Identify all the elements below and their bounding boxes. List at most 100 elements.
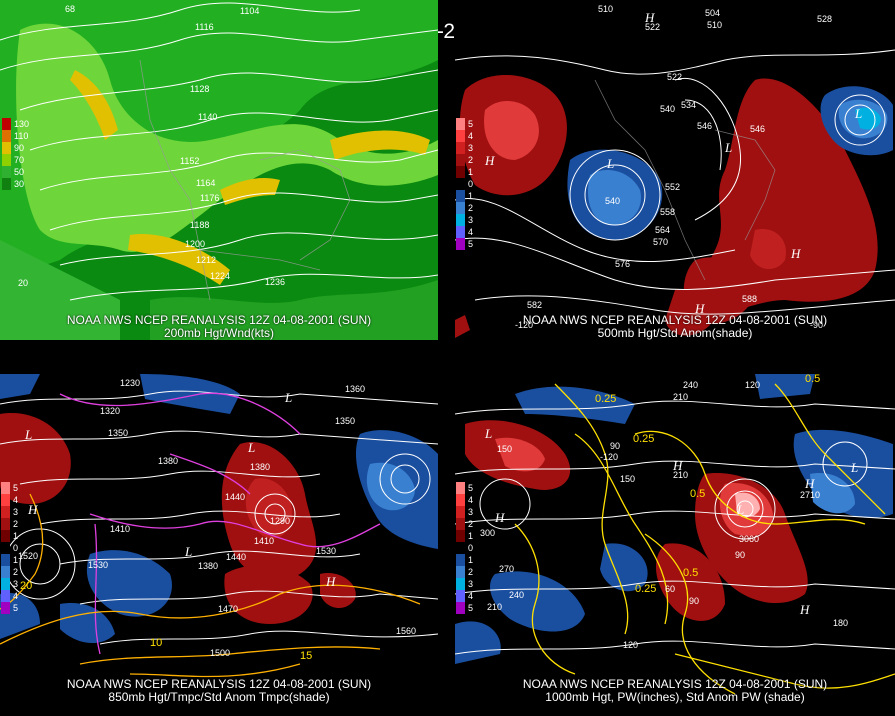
contour-label: 510	[707, 20, 722, 30]
legend-label: 4	[13, 495, 19, 505]
legend-swatch	[2, 154, 11, 166]
legend-label: 1	[468, 555, 474, 565]
temp-label: 10	[150, 637, 162, 649]
panel-caption: NOAA NWS NCEP REANALYSIS 12Z 04-08-2001 …	[0, 678, 438, 704]
high-marker: H	[694, 301, 705, 316]
legend-swatch	[456, 202, 465, 214]
legend-swatch	[456, 554, 465, 566]
legend-swatch	[456, 578, 465, 590]
legend-swatch	[456, 566, 465, 578]
legend-label: 5	[468, 239, 474, 249]
contour-label: 1440	[225, 492, 245, 502]
low-marker: L	[850, 460, 858, 475]
contour-label: 504	[705, 8, 720, 18]
low-marker: L	[24, 427, 32, 442]
contour-label: 534	[681, 100, 696, 110]
legend-entry: 50	[2, 166, 32, 178]
legend-entry: 1	[456, 530, 486, 542]
legend-label: 1	[13, 531, 19, 541]
contour-label: 210	[673, 392, 688, 402]
legend-swatch	[456, 542, 465, 554]
high-marker: H	[484, 153, 495, 168]
legend-label: 4	[13, 591, 19, 601]
low-marker: L	[484, 426, 492, 441]
legend-entry: 4	[456, 130, 486, 142]
contour-label: 588	[742, 294, 757, 304]
contour-label: 1212	[196, 255, 216, 265]
contour-label: 522	[667, 72, 682, 82]
contour-label: 1152	[180, 156, 199, 166]
legend-entry: 0	[456, 542, 486, 554]
legend-entry: 1	[456, 554, 486, 566]
legend-label: 3	[468, 579, 474, 589]
legend-label: 5	[13, 483, 19, 493]
contour-label: 1520	[18, 551, 38, 561]
legend-entry: 2	[456, 154, 486, 166]
legend-entry: 3	[456, 578, 486, 590]
contour-label: 1530	[88, 560, 108, 570]
contour-label: 1500	[210, 648, 230, 658]
legend-entry: 1	[1, 530, 31, 542]
legend-label: 2	[13, 567, 19, 577]
legend-entry: 0	[1, 542, 31, 554]
legend-swatch	[2, 166, 11, 178]
legend-label: 1	[468, 167, 474, 177]
low-marker: L	[247, 440, 255, 455]
legend-swatch	[1, 602, 10, 614]
map-500mb: 510 504 510 522 528 522 534 540 546 546 …	[455, 0, 895, 340]
contour-label: 1128	[190, 84, 209, 94]
legend-swatch	[456, 482, 465, 494]
high-marker: H	[672, 458, 683, 473]
legend-swatch	[456, 530, 465, 542]
contour-label: 1380	[198, 561, 218, 571]
legend-entry: 5	[456, 602, 486, 614]
lat-label: 20	[18, 278, 28, 288]
low-marker: L	[184, 544, 192, 559]
caption-line2: 1000mb Hgt, PW(inches), Std Anom PW (sha…	[545, 690, 805, 704]
low-marker: L	[606, 156, 614, 171]
contour-label: 1230	[120, 378, 140, 388]
contour-label: 120	[745, 380, 760, 390]
anomaly-legend: 5 4 3 2 1 0 1 2 3 4 5	[456, 118, 486, 250]
legend-label: 2	[13, 519, 19, 529]
contour-label: 576	[615, 259, 630, 269]
pw-label: 0.25	[633, 433, 654, 445]
legend-entry: 2	[456, 518, 486, 530]
contour-label: 150	[497, 444, 512, 454]
contour-label: 528	[817, 14, 832, 24]
legend-entry: 70	[2, 154, 32, 166]
legend-label: 5	[13, 603, 19, 613]
legend-label: 70	[14, 155, 25, 165]
legend-label: 3	[13, 579, 19, 589]
contour-label: 522	[645, 22, 660, 32]
legend-swatch	[2, 142, 11, 154]
contour-label: 90	[610, 441, 620, 451]
legend-swatch	[456, 190, 465, 202]
contour-label: 1410	[110, 524, 130, 534]
panel-caption: NOAA NWS NCEP REANALYSIS 12Z 04-08-2001 …	[0, 314, 438, 340]
legend-swatch	[2, 130, 11, 142]
legend-label: 0	[13, 543, 19, 553]
legend-entry: 1	[1, 554, 31, 566]
legend-entry: 4	[456, 494, 486, 506]
legend-entry: 5	[1, 602, 31, 614]
legend-swatch	[2, 178, 11, 190]
low-marker: L	[724, 140, 732, 155]
pw-label: 0.5	[683, 567, 698, 579]
legend-entry: 3	[456, 506, 486, 518]
legend-swatch	[2, 118, 11, 130]
caption-line1: NOAA NWS NCEP REANALYSIS 12Z 04-08-2001 …	[66, 313, 372, 327]
legend-label: 2	[468, 567, 474, 577]
pw-label: 0.25	[635, 583, 656, 595]
contour-label: 1116	[195, 22, 214, 32]
legend-label: 50	[14, 167, 25, 177]
legend-entry: 4	[1, 590, 31, 602]
legend-entry: 3	[456, 214, 486, 226]
legend-swatch	[1, 494, 10, 506]
contour-label: 1360	[345, 384, 365, 394]
legend-swatch	[456, 130, 465, 142]
legend-swatch	[456, 154, 465, 166]
legend-entry: 2	[1, 518, 31, 530]
high-marker: H	[799, 602, 810, 617]
legend-label: 1	[468, 531, 474, 541]
